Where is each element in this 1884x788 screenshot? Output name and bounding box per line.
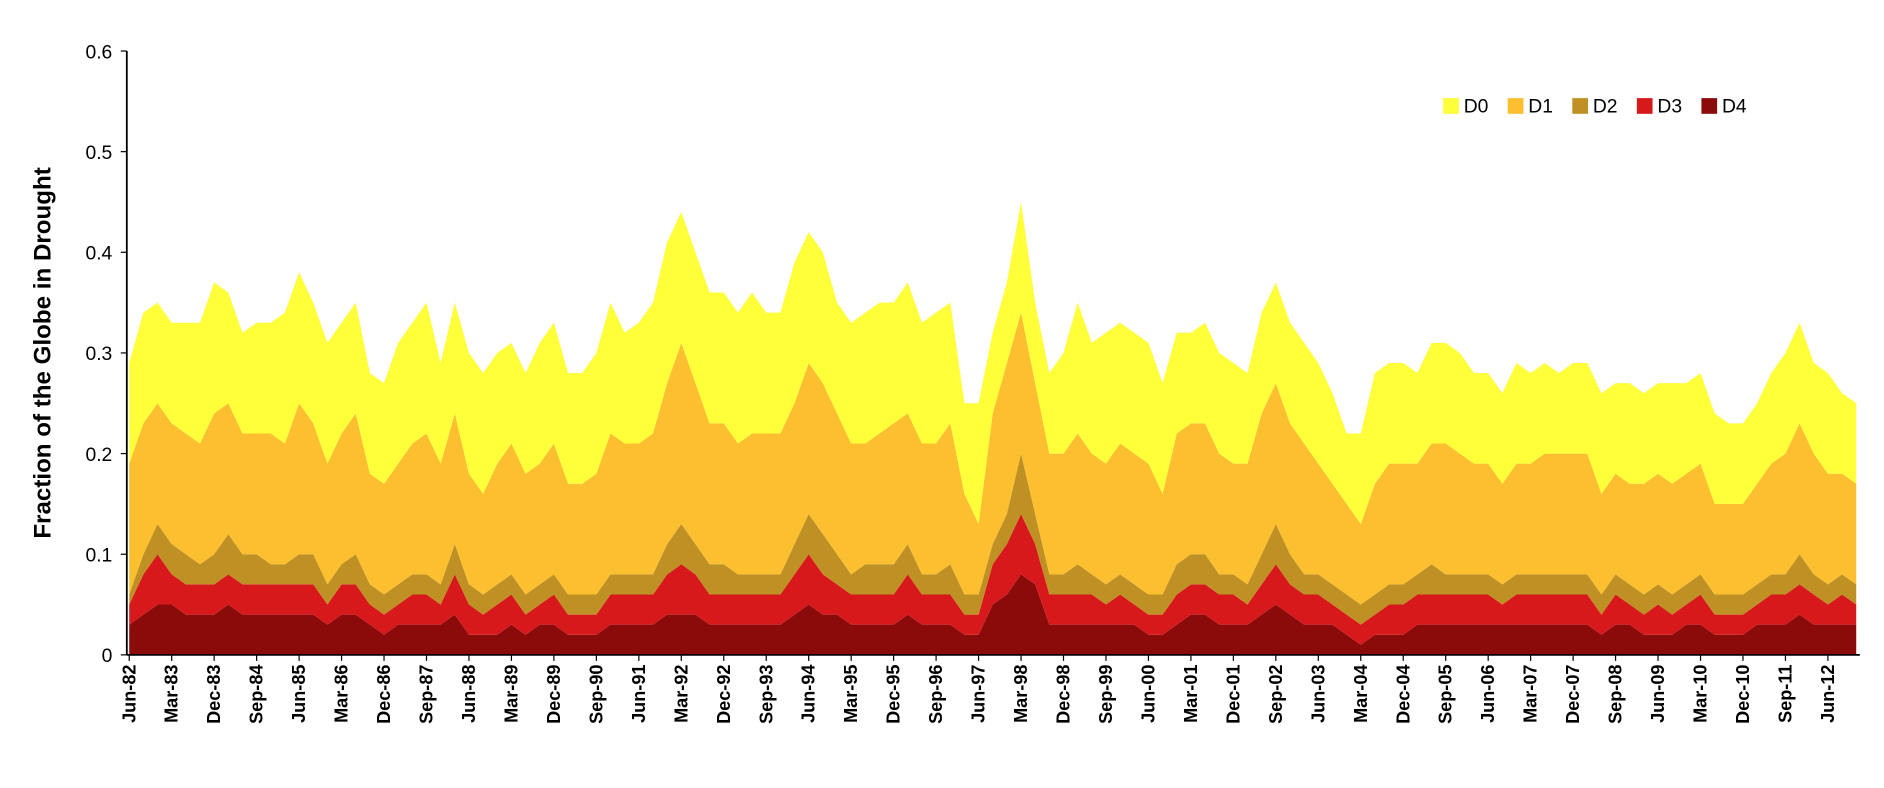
legend-swatch	[1507, 98, 1524, 114]
x-tick-label: Mar-98	[1011, 665, 1031, 723]
y-tick-label: 0.2	[85, 445, 112, 466]
y-tick-label: 0.1	[85, 545, 112, 566]
x-tick-label: Mar-89	[501, 665, 521, 723]
y-tick-label: 0	[102, 646, 113, 667]
x-tick-label: Jun-82	[119, 665, 139, 723]
x-tick-label: Mar-92	[671, 665, 691, 723]
x-tick-label: Dec-89	[544, 665, 564, 724]
legend-label: D3	[1657, 97, 1682, 118]
x-tick-label: Sep-08	[1606, 665, 1626, 724]
x-tick-label: Sep-11	[1775, 665, 1795, 723]
x-tick-label: Sep-87	[417, 665, 437, 724]
x-tick-label: Sep-99	[1096, 665, 1116, 724]
x-tick-label: Sep-96	[926, 665, 946, 724]
x-tick-label: Mar-95	[841, 665, 861, 723]
legend-swatch	[1701, 98, 1718, 114]
legend-swatch	[1636, 98, 1653, 114]
legend-label: D0	[1464, 97, 1489, 118]
x-tick-label: Sep-84	[247, 665, 267, 724]
legend-label: D1	[1528, 97, 1553, 118]
x-tick-label: Dec-07	[1563, 665, 1583, 724]
y-tick-label: 0.5	[85, 143, 112, 164]
x-tick-label: Dec-95	[884, 665, 904, 724]
x-tick-label: Dec-04	[1393, 665, 1413, 724]
legend-swatch	[1443, 98, 1459, 114]
x-tick-label: Dec-86	[374, 665, 394, 724]
x-tick-label: Mar-07	[1521, 665, 1541, 723]
x-tick-label: Dec-98	[1054, 665, 1074, 724]
x-tick-label: Mar-01	[1181, 665, 1201, 723]
legend-label: D2	[1593, 97, 1618, 118]
x-tick-label: Sep-05	[1436, 665, 1456, 724]
x-tick-label: Jun-91	[629, 665, 649, 723]
y-tick-label: 0.3	[85, 344, 112, 365]
area	[129, 312, 1857, 605]
legend-swatch	[1572, 98, 1589, 114]
area	[129, 574, 1857, 655]
x-tick-label: Dec-83	[204, 665, 224, 724]
x-tick-label: Dec-92	[714, 665, 734, 724]
x-tick-label: Jun-00	[1138, 665, 1158, 723]
y-axis-label: Fraction of the Globe in Drought	[30, 167, 57, 538]
x-tick-label: Jun-03	[1308, 665, 1328, 723]
y-tick-label: 0.4	[85, 244, 112, 265]
x-tick-label: Sep-02	[1266, 665, 1286, 724]
x-tick-label: Jun-88	[459, 665, 479, 723]
x-tick-label: Jun-06	[1478, 665, 1498, 723]
x-tick-label: Sep-93	[756, 665, 776, 724]
x-tick-label: Dec-10	[1733, 665, 1753, 724]
area	[129, 453, 1857, 625]
x-tick-label: Dec-01	[1223, 665, 1243, 724]
legend-label: D4	[1722, 97, 1747, 118]
x-tick-label: Jun-09	[1648, 665, 1668, 723]
area	[129, 201, 1857, 525]
x-tick-label: Mar-86	[332, 665, 352, 723]
x-tick-label: Sep-90	[586, 665, 606, 724]
x-tick-label: Mar-04	[1351, 665, 1371, 723]
x-tick-label: Mar-83	[162, 665, 182, 723]
x-tick-label: Jun-94	[799, 665, 819, 723]
y-tick-label: 0.6	[85, 42, 112, 63]
x-tick-label: Jun-12	[1818, 665, 1838, 723]
x-tick-label: Jun-97	[969, 665, 989, 723]
x-tick-label: Mar-10	[1691, 665, 1711, 723]
area	[129, 513, 1857, 645]
x-tick-label: Jun-85	[289, 665, 309, 723]
